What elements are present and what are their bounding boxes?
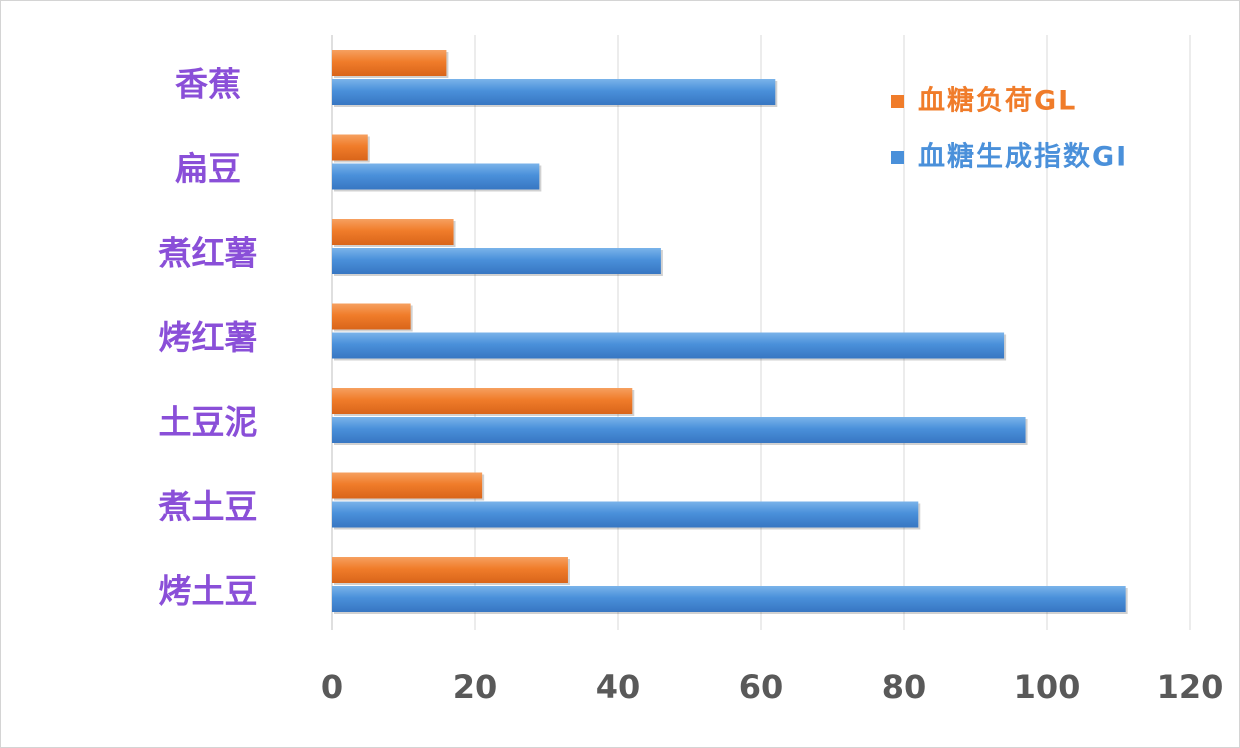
legend-swatch	[891, 95, 904, 108]
bar-gi	[332, 501, 919, 528]
category-label: 香蕉	[175, 65, 241, 104]
bar-gi	[332, 163, 540, 190]
category-label: 扁豆	[175, 149, 241, 188]
bar-gl	[332, 303, 411, 330]
grid-lines	[331, 35, 1191, 630]
bar-gi	[332, 586, 1126, 612]
x-tick-label: 20	[453, 668, 498, 706]
category-label: 烤土豆	[159, 572, 258, 611]
bar-gi	[332, 79, 776, 105]
bar-gl	[332, 50, 447, 76]
bars	[332, 50, 1128, 614]
category-label: 土豆泥	[159, 403, 258, 442]
category-label: 烤红薯	[159, 318, 258, 357]
bar-gi	[332, 248, 661, 274]
legend-swatch	[891, 151, 904, 164]
bar-gl	[332, 557, 568, 583]
x-tick-label: 100	[1014, 668, 1081, 706]
x-tick-label: 0	[321, 668, 343, 706]
x-tick-labels: 0 20 40 60 80 100 120	[321, 668, 1224, 706]
legend: 血糖负荷GL 血糖生成指数GI	[891, 85, 1128, 173]
bar-gl	[332, 472, 483, 499]
category-label: 煮土豆	[158, 487, 258, 526]
bar-gl	[332, 219, 454, 245]
legend-label: 血糖负荷GL	[918, 85, 1077, 117]
bar-gi	[332, 417, 1026, 443]
x-tick-label: 80	[882, 668, 927, 706]
bar-gl	[332, 134, 368, 161]
x-tick-label: 40	[596, 668, 641, 706]
legend-label: 血糖生成指数GI	[918, 141, 1128, 173]
x-tick-label: 60	[739, 668, 784, 706]
category-label: 煮红薯	[158, 234, 258, 273]
bar-gi	[332, 332, 1005, 359]
bar-gl	[332, 388, 633, 414]
x-tick-label: 120	[1157, 668, 1224, 706]
